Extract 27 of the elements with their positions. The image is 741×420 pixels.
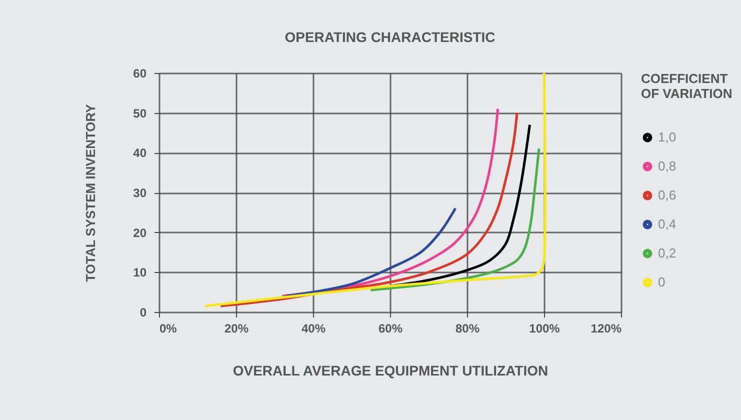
legend-label: 0 (658, 274, 666, 290)
x-tick-label: 100% (529, 322, 560, 336)
line-series (204, 72, 546, 308)
legend-label: 0,6 (658, 188, 676, 202)
legend-label: 0,4 (658, 216, 676, 232)
x-tick-label: 40% (301, 322, 326, 336)
line-series (388, 124, 532, 288)
legend-label: 1,0 (658, 130, 676, 144)
line-series (284, 207, 457, 298)
x-tick-label: 60% (378, 322, 403, 336)
x-tick-label: 0% (160, 322, 178, 336)
y-tick-label: 60 (133, 66, 147, 80)
x-axis-title: OVERALL AVERAGE EQUIPMENT UTILIZATION (232, 362, 548, 378)
x-tick-label: 120% (590, 322, 622, 336)
legend-label: 0,8 (658, 158, 676, 174)
legend-label: 0,2 (658, 246, 676, 260)
y-tick-label: 40 (133, 146, 147, 160)
y-tick-label: 50 (133, 106, 147, 120)
y-tick-label: 10 (133, 266, 147, 280)
y-tick-label: 30 (133, 186, 147, 200)
x-tick-label: 80% (455, 322, 480, 336)
x-tick-label: 20% (224, 322, 249, 336)
chart-title: OPERATING CHARACTERISTIC (284, 29, 496, 45)
y-tick-label: 20 (133, 226, 147, 240)
y-axis-title: TOTAL SYSTEM INVENTORY (83, 104, 98, 282)
legend-title: COEFFICIENT OF VARIATION (641, 71, 732, 101)
y-tick-label: 0 (140, 306, 147, 320)
